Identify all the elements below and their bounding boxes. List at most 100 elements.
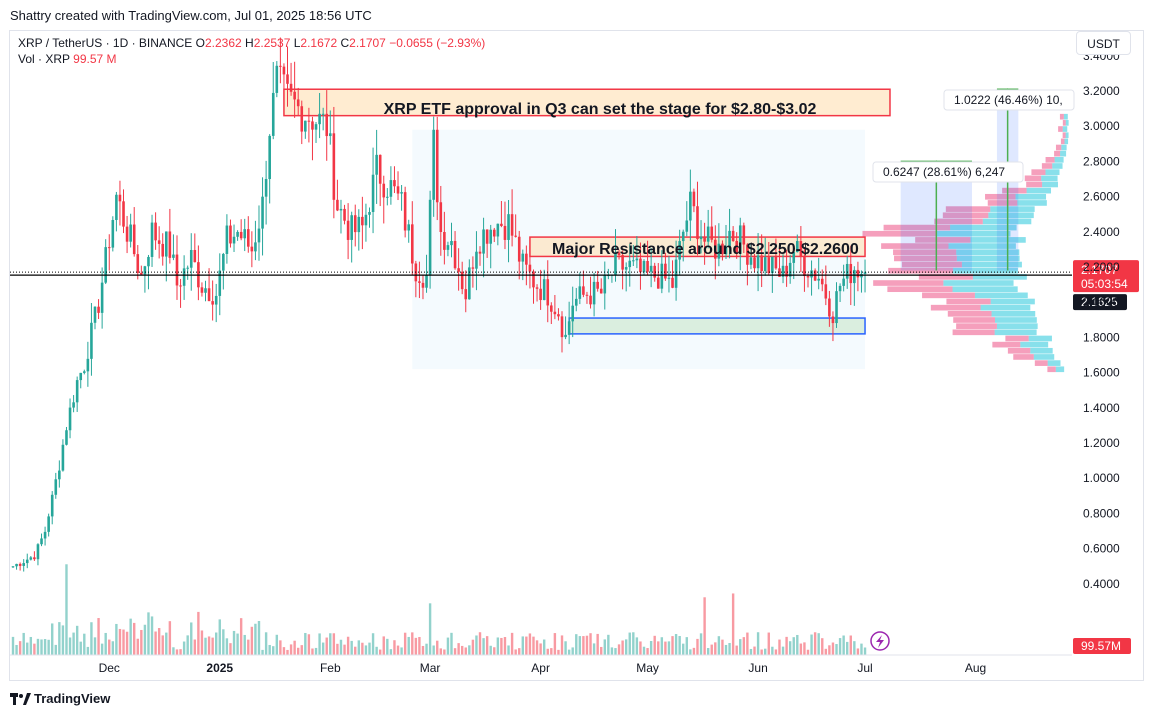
candle[interactable] xyxy=(831,311,835,342)
candle[interactable] xyxy=(628,244,632,287)
candle[interactable] xyxy=(43,526,47,546)
candle[interactable] xyxy=(692,188,696,213)
candle[interactable] xyxy=(325,90,329,161)
candle[interactable] xyxy=(425,254,428,293)
candle[interactable] xyxy=(599,278,603,294)
candle[interactable] xyxy=(835,282,838,328)
candle[interactable] xyxy=(674,240,678,301)
candle[interactable] xyxy=(699,220,703,254)
candle[interactable] xyxy=(514,214,517,238)
candle[interactable] xyxy=(475,231,478,291)
candle[interactable] xyxy=(261,177,264,256)
candle[interactable] xyxy=(407,219,411,243)
candle[interactable] xyxy=(478,246,482,266)
candle[interactable] xyxy=(289,62,293,96)
candle[interactable] xyxy=(204,280,207,302)
candle[interactable] xyxy=(446,241,450,257)
candle[interactable] xyxy=(443,211,446,265)
candle[interactable] xyxy=(820,269,824,292)
candle[interactable] xyxy=(339,199,343,234)
candle[interactable] xyxy=(653,262,656,282)
candle[interactable] xyxy=(785,249,788,287)
candle[interactable] xyxy=(236,230,239,241)
tradingview-logo[interactable]: TradingView xyxy=(10,691,110,706)
candle[interactable] xyxy=(225,214,229,264)
candle[interactable] xyxy=(150,214,154,267)
candle[interactable] xyxy=(724,225,728,259)
candle[interactable] xyxy=(574,287,578,312)
candle[interactable] xyxy=(639,242,642,290)
candle[interactable] xyxy=(275,61,279,98)
candle[interactable] xyxy=(350,211,353,263)
candle[interactable] xyxy=(842,264,845,292)
candle[interactable] xyxy=(439,185,443,256)
candle[interactable] xyxy=(336,179,339,212)
candle[interactable] xyxy=(539,269,542,310)
candle[interactable] xyxy=(735,232,738,259)
candle[interactable] xyxy=(507,199,510,263)
candle[interactable] xyxy=(386,188,389,206)
candle[interactable] xyxy=(36,543,40,566)
candle[interactable] xyxy=(154,212,157,250)
candle[interactable] xyxy=(97,299,100,319)
candle[interactable] xyxy=(232,224,236,252)
candle[interactable] xyxy=(557,308,560,321)
candle[interactable] xyxy=(318,93,321,139)
candle[interactable] xyxy=(796,234,799,253)
candle[interactable] xyxy=(15,563,18,570)
candle[interactable] xyxy=(168,208,172,264)
candle[interactable] xyxy=(799,226,803,273)
candle[interactable] xyxy=(817,257,820,290)
candle[interactable] xyxy=(585,291,589,304)
candle[interactable] xyxy=(254,220,257,261)
candle[interactable] xyxy=(143,265,147,293)
candle[interactable] xyxy=(403,186,407,238)
candle[interactable] xyxy=(482,217,485,278)
candle[interactable] xyxy=(678,229,681,276)
candle[interactable] xyxy=(396,171,400,201)
candle[interactable] xyxy=(649,247,653,288)
symbol-label[interactable]: XRP / TetherUS · 1D · BINANCE xyxy=(18,36,193,50)
candle[interactable] xyxy=(375,129,378,204)
candle[interactable] xyxy=(503,201,507,250)
candle[interactable] xyxy=(111,216,115,252)
candle[interactable] xyxy=(689,169,692,241)
candle[interactable] xyxy=(47,513,50,537)
candle[interactable] xyxy=(792,250,796,280)
candle[interactable] xyxy=(179,278,182,308)
candle[interactable] xyxy=(703,222,706,265)
candle[interactable] xyxy=(229,219,232,248)
candle[interactable] xyxy=(172,234,175,261)
candle[interactable] xyxy=(460,261,464,295)
candle[interactable] xyxy=(40,533,43,547)
candle[interactable] xyxy=(104,239,107,285)
candle[interactable] xyxy=(307,107,311,143)
candle[interactable] xyxy=(806,273,810,288)
candle[interactable] xyxy=(207,268,211,302)
candle[interactable] xyxy=(268,134,271,204)
candle[interactable] xyxy=(25,553,29,569)
candle[interactable] xyxy=(432,116,435,217)
candle[interactable] xyxy=(79,372,83,389)
candle[interactable] xyxy=(710,206,714,243)
candle[interactable] xyxy=(418,261,421,299)
candle[interactable] xyxy=(788,254,792,284)
candle[interactable] xyxy=(304,120,307,139)
candle[interactable] xyxy=(222,252,225,290)
candle[interactable] xyxy=(778,247,781,277)
candle[interactable] xyxy=(706,209,710,249)
candle[interactable] xyxy=(510,189,514,247)
candle[interactable] xyxy=(863,259,867,293)
candle[interactable] xyxy=(189,233,193,291)
candle[interactable] xyxy=(714,225,717,280)
candle[interactable] xyxy=(246,216,250,253)
candle[interactable] xyxy=(321,107,325,131)
candle[interactable] xyxy=(721,240,724,261)
candle[interactable] xyxy=(567,301,571,345)
support-zone[interactable] xyxy=(568,317,866,335)
candle[interactable] xyxy=(65,426,68,446)
candle[interactable] xyxy=(61,439,65,472)
candle[interactable] xyxy=(749,243,753,270)
candle[interactable] xyxy=(681,229,685,262)
candle[interactable] xyxy=(50,491,54,525)
